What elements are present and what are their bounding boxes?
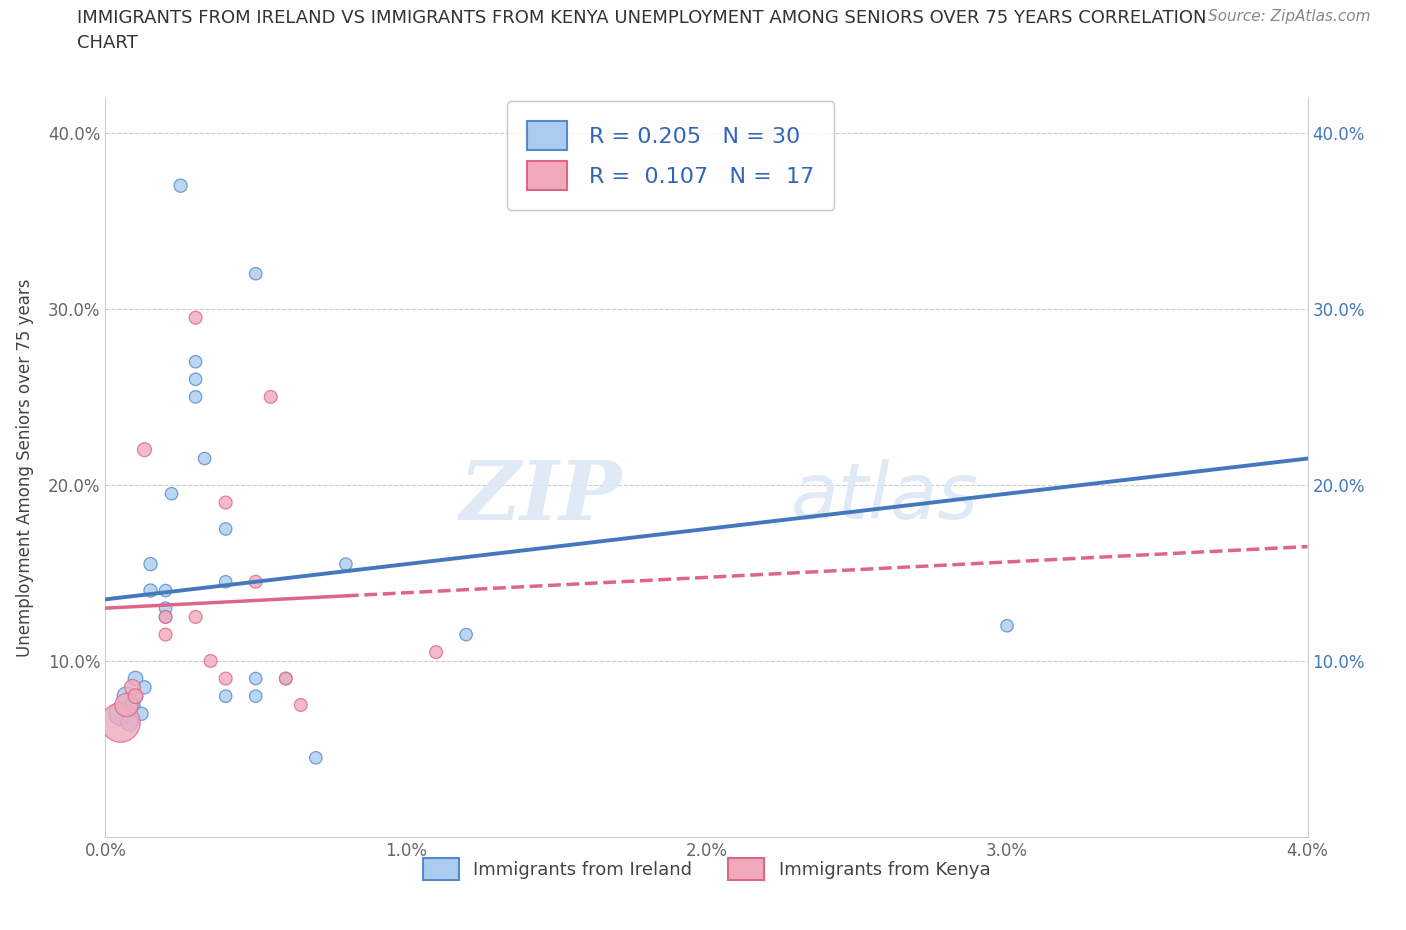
Point	[335, 557, 357, 572]
Text: IMMIGRANTS FROM IRELAND VS IMMIGRANTS FROM KENYA UNEMPLOYMENT AMONG SENIORS OVER: IMMIGRANTS FROM IRELAND VS IMMIGRANTS FR…	[77, 9, 1206, 27]
Text: ZIP: ZIP	[460, 457, 623, 537]
Point	[184, 609, 207, 624]
Point	[245, 575, 267, 590]
Point	[155, 609, 177, 624]
Point	[134, 443, 156, 458]
Point	[155, 627, 177, 642]
Text: CHART: CHART	[77, 34, 138, 52]
Text: Source: ZipAtlas.com: Source: ZipAtlas.com	[1208, 9, 1371, 24]
Point	[139, 583, 162, 598]
Point	[124, 689, 146, 704]
Point	[139, 557, 162, 572]
Point	[194, 451, 217, 466]
Point	[131, 707, 153, 722]
Point	[110, 707, 132, 722]
Point	[124, 671, 146, 686]
Text: atlas: atlas	[790, 458, 979, 535]
Point	[169, 179, 191, 193]
Point	[456, 627, 478, 642]
Point	[115, 689, 138, 704]
Point	[160, 486, 183, 501]
Point	[110, 715, 132, 730]
Point	[995, 618, 1018, 633]
Point	[214, 495, 236, 510]
Point	[214, 689, 236, 704]
Point	[245, 689, 267, 704]
Point	[155, 601, 177, 616]
Point	[274, 671, 297, 686]
Point	[124, 689, 146, 704]
Point	[134, 680, 156, 695]
Point	[121, 698, 143, 712]
Point	[155, 609, 177, 624]
Legend: Immigrants from Ireland, Immigrants from Kenya: Immigrants from Ireland, Immigrants from…	[415, 851, 998, 887]
Point	[121, 680, 143, 695]
Point	[214, 522, 236, 537]
Point	[184, 372, 207, 387]
Point	[274, 671, 297, 686]
Point	[290, 698, 312, 712]
Point	[305, 751, 328, 765]
Point	[260, 390, 283, 405]
Point	[184, 390, 207, 405]
Y-axis label: Unemployment Among Seniors over 75 years: Unemployment Among Seniors over 75 years	[17, 278, 34, 657]
Point	[184, 311, 207, 325]
Point	[214, 671, 236, 686]
Point	[425, 644, 447, 659]
Point	[245, 671, 267, 686]
Point	[118, 715, 141, 730]
Point	[155, 583, 177, 598]
Point	[214, 575, 236, 590]
Point	[245, 266, 267, 281]
Point	[200, 654, 222, 669]
Point	[115, 698, 138, 712]
Point	[184, 354, 207, 369]
